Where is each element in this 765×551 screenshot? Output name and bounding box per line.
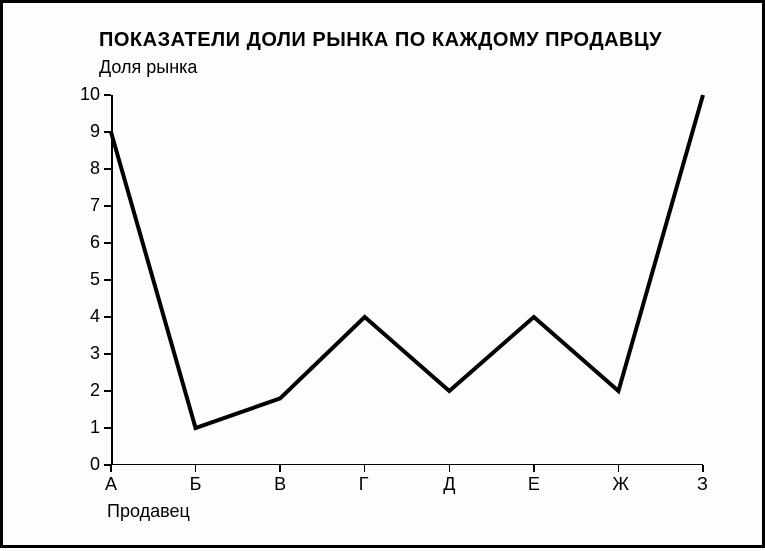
chart-frame: ПОКАЗАТЕЛИ ДОЛИ РЫНКА ПО КАЖДОМУ ПРОДАВЦ… bbox=[0, 0, 765, 548]
x-axis-label: Продавец bbox=[107, 501, 190, 522]
line-series bbox=[3, 3, 765, 551]
